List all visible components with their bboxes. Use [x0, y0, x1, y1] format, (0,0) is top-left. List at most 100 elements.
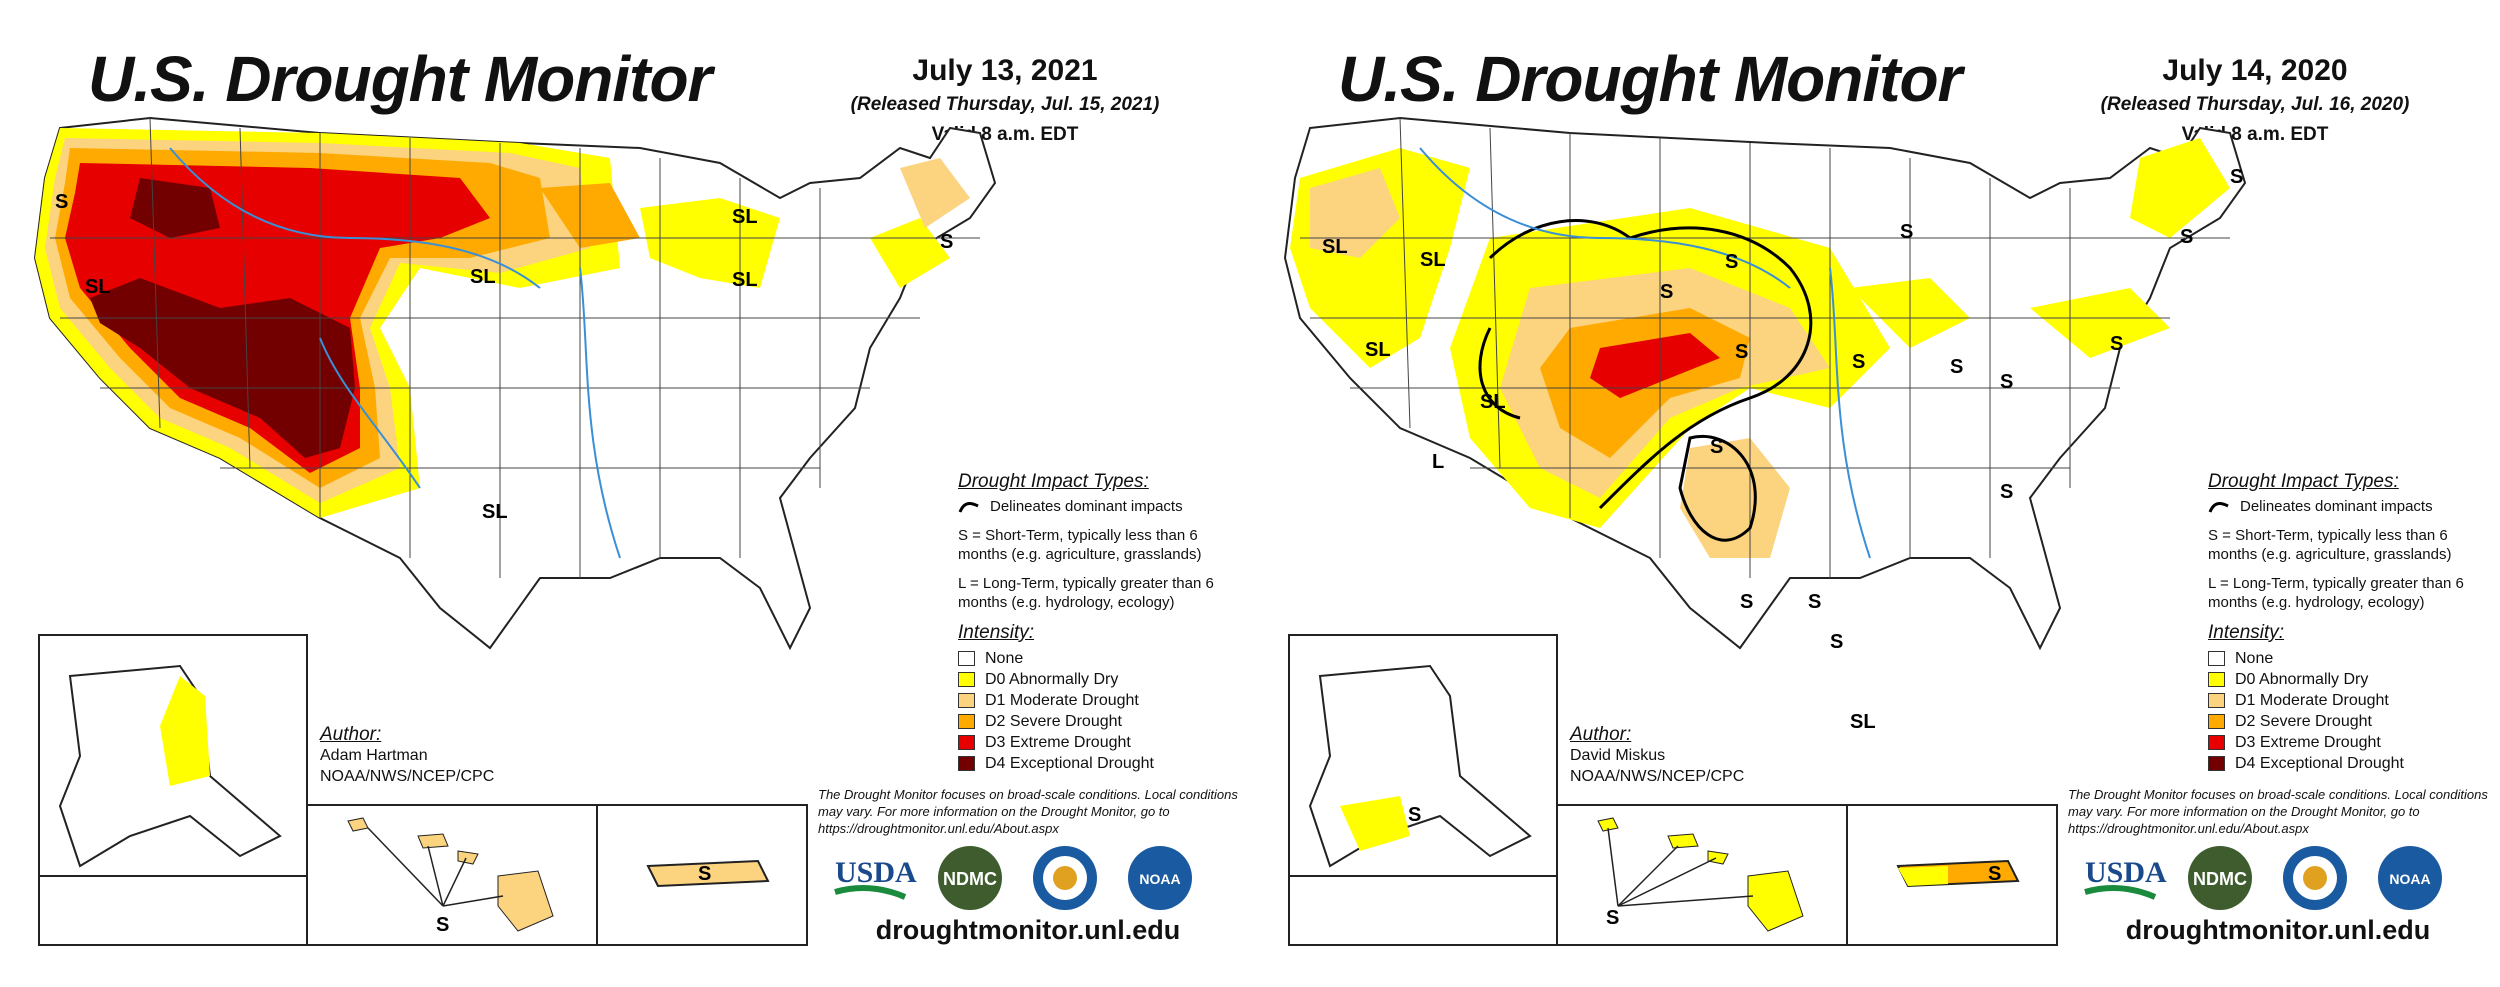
author-heading: Author: [1570, 724, 1632, 745]
inset-maps: S S [38, 634, 808, 946]
impact-label: SL [85, 276, 111, 298]
impact-delineates-text: Delineates dominant impacts [990, 498, 1183, 515]
agency-logos: USDA NDMC NOAA [834, 846, 1192, 910]
impact-short-term: S = Short-Term, typically less than 6 mo… [958, 527, 1202, 563]
intensity-heading: Intensity: [2208, 622, 2285, 643]
impact-label: S [55, 191, 68, 213]
swatch-d4 [2208, 756, 2225, 771]
state-boundaries [1300, 117, 2230, 578]
impact-label: SL [470, 266, 496, 288]
impact-label: S [1988, 863, 2001, 885]
website-url[interactable]: droughtmonitor.unl.edu [875, 915, 1181, 945]
agency-logos: USDA NDMC NOAA [2084, 846, 2442, 910]
alaska-map: S [1290, 664, 1560, 877]
conus-drought-map: SL SL SL SL L S S S S S S S S S S S S S … [1283, 116, 2247, 728]
impact-heading: Drought Impact Types: [2208, 471, 2399, 492]
puerto-rico-map: S [1896, 859, 2020, 888]
puerto-rico-map: S [646, 859, 770, 888]
d0-area-midwest [640, 198, 780, 288]
impact-label: S [1740, 591, 1753, 613]
conus-drought-map: S SL SL SL SL SL S [33, 116, 997, 651]
impact-label: L [1432, 451, 1444, 473]
swatch-none [958, 651, 975, 666]
legend-d0: D0 Abnormally Dry [2235, 670, 2369, 688]
swatch-d1 [958, 693, 975, 708]
legend-d1: D1 Moderate Drought [2235, 691, 2389, 709]
svg-text:USDA: USDA [2085, 856, 2167, 889]
impact-label: S [1735, 341, 1748, 363]
puerto-rico-inset: S [596, 804, 808, 946]
impact-legend: Drought Impact Types: Delineates dominan… [2208, 472, 2493, 622]
delineate-line-icon [958, 501, 979, 513]
hawaii-map: S [347, 817, 554, 936]
impact-label: S [1808, 591, 1821, 613]
swatch-d2 [958, 714, 975, 729]
legend-d0: D0 Abnormally Dry [985, 670, 1119, 688]
impact-long-term: L = Long-Term, typically greater than 6 … [2208, 575, 2464, 611]
impact-label: S [436, 914, 449, 936]
svg-text:USDA: USDA [835, 856, 917, 889]
impact-legend: Drought Impact Types: Delineates dominan… [958, 472, 1243, 622]
legend-d2: D2 Severe Drought [2235, 712, 2372, 730]
hawaii-inset: S [1556, 804, 1848, 946]
disclaimer-note: The Drought Monitor focuses on broad-sca… [818, 787, 1238, 836]
impact-label: S [1606, 907, 1619, 929]
disclaimer-note: The Drought Monitor focuses on broad-sca… [2068, 787, 2488, 836]
impact-label: S [1830, 631, 1843, 653]
author-org: NOAA/NWS/NCEP/CPC [1570, 768, 1745, 785]
release-date: (Released Thursday, Jul. 16, 2020) [2100, 94, 2410, 115]
swatch-d2 [2208, 714, 2225, 729]
state-boundaries [50, 117, 980, 578]
ndmc-logo: NDMC [2188, 846, 2252, 910]
impact-label: SL [1480, 391, 1506, 413]
map-date: July 14, 2020 [2162, 54, 2348, 87]
impact-label: SL [732, 269, 758, 291]
impact-label: S [2180, 226, 2193, 248]
legend-none: None [985, 649, 1024, 667]
legend-d3: D3 Extreme Drought [985, 733, 1131, 751]
impact-label: S [1852, 351, 1865, 373]
impact-label: S [2110, 333, 2123, 355]
impact-label: S [2000, 481, 2013, 503]
map-title: U.S. Drought Monitor [88, 43, 712, 115]
svg-text:NDMC: NDMC [2193, 869, 2247, 889]
author-name: Adam Hartman [320, 747, 428, 764]
impact-label: S [2000, 371, 2013, 393]
date-block: July 14, 2020 (Released Thursday, Jul. 1… [2040, 54, 2470, 146]
ndmc-logo: NDMC [938, 846, 1002, 910]
map-date: July 13, 2021 [912, 54, 1098, 87]
impact-label: S [1900, 221, 1913, 243]
swatch-d3 [2208, 735, 2225, 750]
svg-text:NOAA: NOAA [1139, 871, 1180, 887]
impact-label: SL [1322, 236, 1348, 258]
impact-label: S [1725, 251, 1738, 273]
map-title: U.S. Drought Monitor [1338, 43, 1962, 115]
drought-map-panel-2021: U.S. Drought Monitor July 13, 2021 (Rele… [0, 0, 1245, 987]
drought-map-panel-2020: U.S. Drought Monitor July 14, 2020 (Rele… [1250, 0, 2495, 987]
noaa-logo: NOAA [2378, 846, 2442, 910]
noaa-logo: NOAA [1128, 846, 1192, 910]
alaska-map [40, 664, 310, 877]
swatch-d0 [958, 672, 975, 687]
impact-label: SL [1365, 339, 1391, 361]
alaska-inset: S [1288, 634, 1560, 946]
impact-label: SL [732, 206, 758, 228]
puerto-rico-inset: S [1846, 804, 2058, 946]
author-org: NOAA/NWS/NCEP/CPC [320, 768, 495, 785]
impact-short-term: S = Short-Term, typically less than 6 mo… [2208, 527, 2452, 563]
impact-label: S [940, 231, 953, 253]
legend-none: None [2235, 649, 2274, 667]
author-block: Author: David Miskus NOAA/NWS/NCEP/CPC [1570, 724, 1744, 787]
d1-area-nw [1310, 168, 1400, 258]
d0-area-east [2030, 288, 2170, 358]
impact-label: SL [1420, 249, 1446, 271]
release-date: (Released Thursday, Jul. 15, 2021) [850, 94, 1160, 115]
alaska-inset [38, 634, 310, 946]
author-heading: Author: [320, 724, 382, 745]
legend-d4: D4 Exceptional Drought [985, 754, 1154, 772]
swatch-d4 [958, 756, 975, 771]
impact-label: S [1408, 804, 1421, 826]
swatch-d1 [2208, 693, 2225, 708]
impact-label: S [1950, 356, 1963, 378]
website-url[interactable]: droughtmonitor.unl.edu [2125, 915, 2431, 945]
